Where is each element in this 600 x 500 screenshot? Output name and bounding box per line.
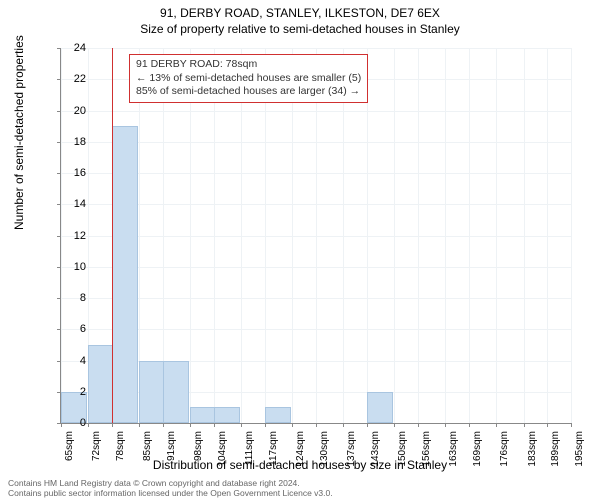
y-tick-label: 4 bbox=[62, 355, 86, 367]
chart-title-sub: Size of property relative to semi-detach… bbox=[0, 20, 600, 36]
histogram-bar bbox=[190, 407, 216, 423]
histogram-bar bbox=[88, 345, 114, 423]
x-tick-mark bbox=[139, 423, 140, 427]
gridline-v bbox=[316, 48, 317, 423]
x-tick-mark bbox=[343, 423, 344, 427]
gridline-v bbox=[547, 48, 548, 423]
histogram-bar bbox=[214, 407, 240, 423]
marker-line bbox=[112, 48, 113, 423]
x-tick-mark bbox=[316, 423, 317, 427]
x-tick-mark bbox=[292, 423, 293, 427]
gridline-v bbox=[214, 48, 215, 423]
x-tick-label: 111sqm bbox=[244, 431, 255, 471]
x-tick-mark bbox=[524, 423, 525, 427]
y-tick-label: 20 bbox=[62, 105, 86, 117]
histogram-bar bbox=[367, 392, 393, 423]
y-tick-label: 22 bbox=[62, 73, 86, 85]
histogram-bar bbox=[139, 361, 165, 424]
x-tick-label: 117sqm bbox=[268, 431, 279, 471]
y-tick-label: 10 bbox=[62, 261, 86, 273]
x-tick-mark bbox=[190, 423, 191, 427]
gridline-v bbox=[241, 48, 242, 423]
gridline-v bbox=[367, 48, 368, 423]
gridline-v bbox=[190, 48, 191, 423]
y-tick-label: 18 bbox=[62, 136, 86, 148]
y-tick-label: 2 bbox=[62, 386, 86, 398]
x-tick-mark bbox=[241, 423, 242, 427]
histogram-bar bbox=[112, 126, 138, 423]
gridline-v bbox=[292, 48, 293, 423]
x-tick-label: 104sqm bbox=[217, 431, 228, 471]
x-tick-label: 189sqm bbox=[550, 431, 561, 471]
gridline-v bbox=[394, 48, 395, 423]
x-tick-mark bbox=[445, 423, 446, 427]
x-tick-label: 72sqm bbox=[91, 431, 102, 471]
histogram-bar bbox=[163, 361, 189, 424]
y-tick-label: 6 bbox=[62, 323, 86, 335]
y-tick-label: 12 bbox=[62, 230, 86, 242]
footer-line2: Contains public sector information licen… bbox=[8, 488, 333, 498]
x-tick-label: 124sqm bbox=[295, 431, 306, 471]
y-tick-label: 8 bbox=[62, 292, 86, 304]
histogram-bar bbox=[265, 407, 291, 423]
y-tick-label: 0 bbox=[62, 417, 86, 429]
x-tick-mark bbox=[547, 423, 548, 427]
x-tick-mark bbox=[163, 423, 164, 427]
annotation-box: 91 DERBY ROAD: 78sqm ← 13% of semi-detac… bbox=[129, 54, 368, 103]
x-tick-label: 195sqm bbox=[574, 431, 585, 471]
gridline-v bbox=[265, 48, 266, 423]
chart-title-main: 91, DERBY ROAD, STANLEY, ILKESTON, DE7 6… bbox=[0, 0, 600, 20]
plot-area: 91 DERBY ROAD: 78sqm ← 13% of semi-detac… bbox=[60, 48, 571, 424]
annotation-line3: 85% of semi-detached houses are larger (… bbox=[136, 85, 361, 99]
x-tick-label: 183sqm bbox=[527, 431, 538, 471]
gridline-v bbox=[445, 48, 446, 423]
gridline-v bbox=[418, 48, 419, 423]
chart-container: 91, DERBY ROAD, STANLEY, ILKESTON, DE7 6… bbox=[0, 0, 600, 500]
y-tick-label: 16 bbox=[62, 167, 86, 179]
x-tick-label: 91sqm bbox=[166, 431, 177, 471]
x-tick-label: 98sqm bbox=[193, 431, 204, 471]
x-tick-label: 65sqm bbox=[64, 431, 75, 471]
x-tick-label: 156sqm bbox=[421, 431, 432, 471]
y-axis-label: Number of semi-detached properties bbox=[12, 35, 26, 230]
x-tick-label: 163sqm bbox=[448, 431, 459, 471]
gridline-v bbox=[496, 48, 497, 423]
gridline-v bbox=[469, 48, 470, 423]
gridline-v bbox=[571, 48, 572, 423]
y-tick-label: 24 bbox=[62, 42, 86, 54]
x-tick-mark bbox=[418, 423, 419, 427]
x-tick-label: 130sqm bbox=[319, 431, 330, 471]
annotation-line2: ← 13% of semi-detached houses are smalle… bbox=[136, 72, 361, 86]
x-tick-label: 137sqm bbox=[346, 431, 357, 471]
y-tick-label: 14 bbox=[62, 198, 86, 210]
annotation-line1: 91 DERBY ROAD: 78sqm bbox=[136, 58, 361, 72]
gridline-v bbox=[343, 48, 344, 423]
footer-line1: Contains HM Land Registry data © Crown c… bbox=[8, 478, 333, 488]
x-tick-label: 150sqm bbox=[397, 431, 408, 471]
x-tick-label: 143sqm bbox=[370, 431, 381, 471]
x-tick-mark bbox=[214, 423, 215, 427]
x-tick-mark bbox=[112, 423, 113, 427]
x-tick-label: 85sqm bbox=[142, 431, 153, 471]
x-tick-label: 169sqm bbox=[472, 431, 483, 471]
x-tick-label: 176sqm bbox=[499, 431, 510, 471]
x-tick-mark bbox=[571, 423, 572, 427]
footer-text: Contains HM Land Registry data © Crown c… bbox=[8, 478, 333, 498]
x-tick-mark bbox=[469, 423, 470, 427]
gridline-v bbox=[524, 48, 525, 423]
x-tick-label: 78sqm bbox=[115, 431, 126, 471]
x-tick-mark bbox=[394, 423, 395, 427]
x-tick-mark bbox=[265, 423, 266, 427]
x-tick-mark bbox=[367, 423, 368, 427]
x-tick-mark bbox=[496, 423, 497, 427]
x-tick-mark bbox=[88, 423, 89, 427]
